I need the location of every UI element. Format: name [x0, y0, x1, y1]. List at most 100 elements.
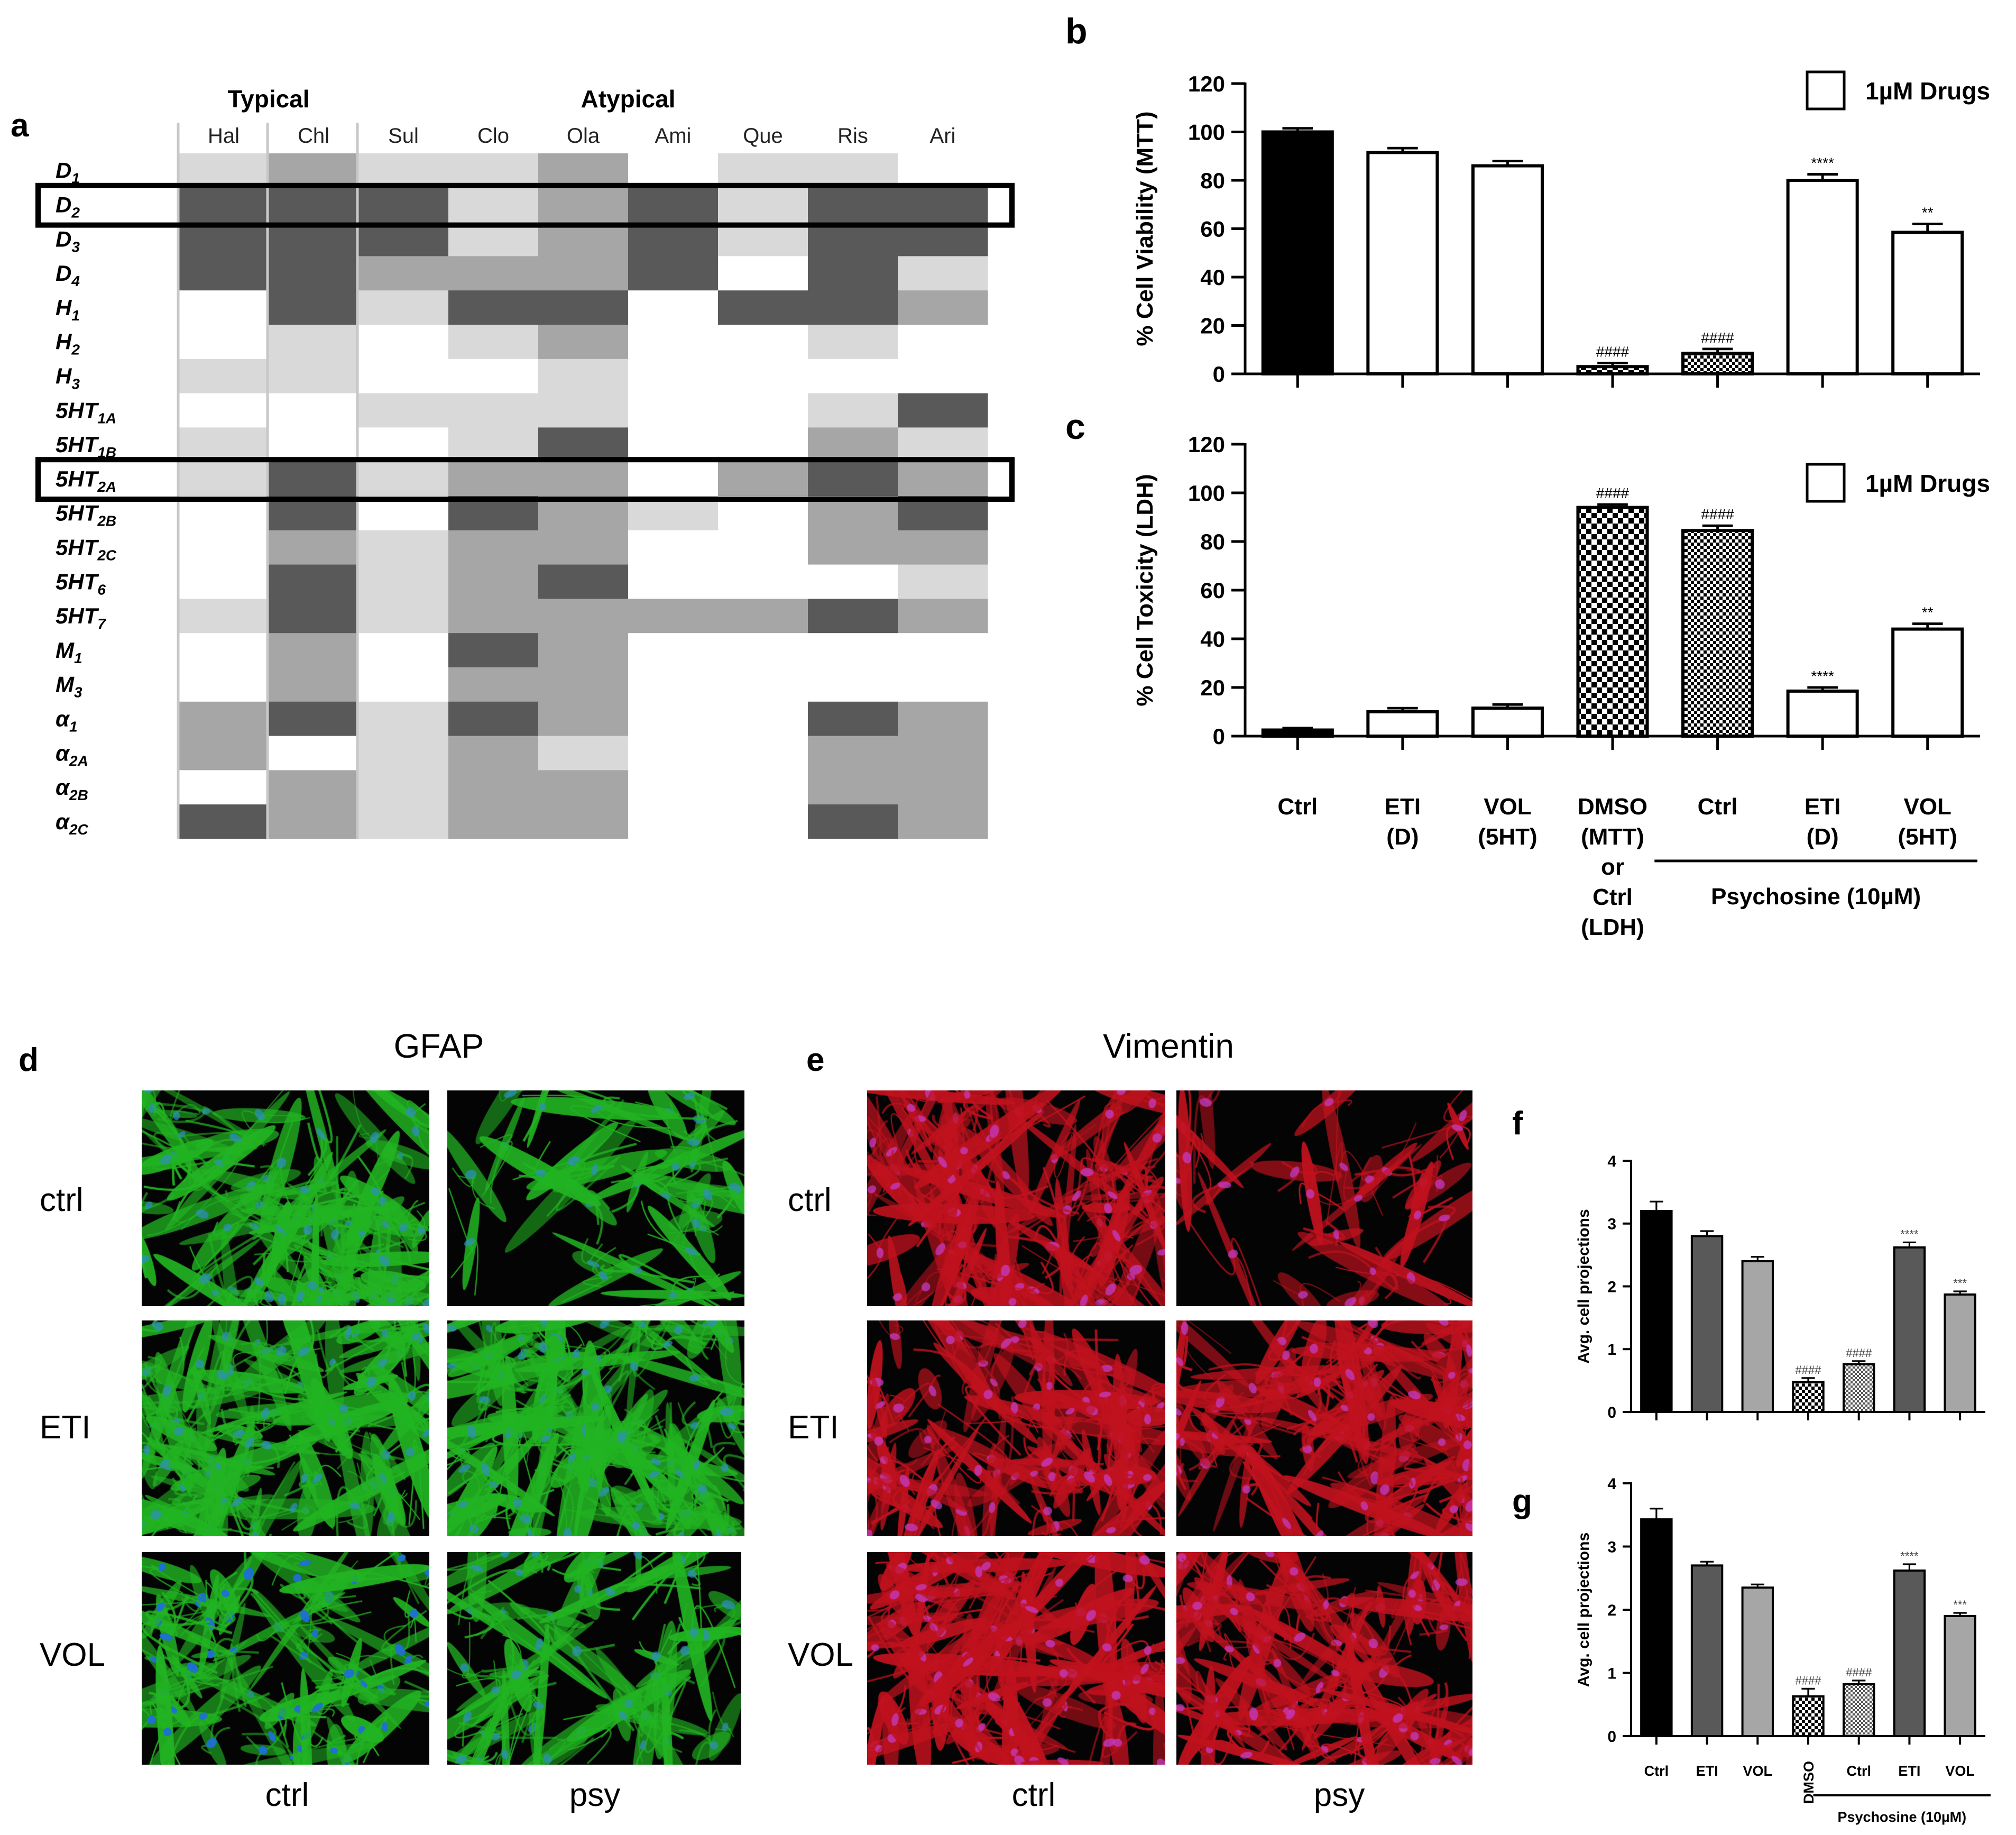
- heatmap-cell: [718, 770, 808, 805]
- heatmap-cell: [898, 325, 988, 360]
- vimentin-image-vol-psy: [1176, 1552, 1472, 1765]
- gfap-col-label-ctrl: ctrl: [265, 1777, 309, 1813]
- heatmap-cell: [179, 462, 269, 497]
- row-label: D4: [56, 261, 80, 289]
- heatmap-cell: [538, 736, 629, 770]
- bar-6: [1893, 1246, 1926, 1413]
- heatmap-cell: [808, 393, 898, 428]
- heatmap-cell: [448, 427, 539, 462]
- gfap-image-ctrl-ctrl: [142, 1090, 429, 1306]
- x-category-label: (5HT): [1898, 824, 1957, 850]
- x-category-label: (5HT): [1478, 824, 1537, 850]
- vimentin-image-ctrl-ctrl: [867, 1090, 1165, 1306]
- heatmap-cell: [448, 633, 539, 668]
- heatmap-cell: [628, 256, 719, 291]
- y-tick-label: 100: [1188, 120, 1225, 145]
- significance-label: ***: [1953, 1598, 1967, 1611]
- x-category-label: DMSO: [1578, 794, 1647, 820]
- heatmap-cell: [358, 564, 449, 599]
- row-label: 5HT2B: [56, 501, 116, 529]
- y-tick-label: 1: [1607, 1665, 1616, 1682]
- heatmap-cell: [269, 325, 359, 360]
- y-tick-label: 0: [1607, 1404, 1616, 1421]
- row-label: M1: [56, 638, 82, 666]
- y-tick-label: 120: [1188, 71, 1225, 96]
- significance-label: **: [1922, 204, 1934, 221]
- significance-label: ****: [1811, 668, 1834, 684]
- heatmap-cell: [718, 187, 808, 223]
- x-category-label: VOL: [1484, 794, 1531, 820]
- heatmap-cell: [538, 804, 629, 839]
- panel-label-d: d: [19, 1042, 39, 1078]
- row-label: 5HT2C: [56, 535, 117, 563]
- heatmap-cell: [898, 187, 988, 223]
- bar-2: [1690, 1235, 1724, 1413]
- bar-1: [1261, 728, 1334, 738]
- heatmap-cell: [808, 153, 898, 188]
- heatmap-cell: [179, 564, 269, 599]
- group-header-atypical: Atypical: [581, 85, 676, 113]
- heatmap-cell: [718, 427, 808, 462]
- heatmap-cell: [269, 667, 359, 702]
- gfap-image-vol-ctrl: [142, 1552, 429, 1765]
- heatmap-cell: [358, 359, 449, 394]
- heatmap-cell: [538, 187, 629, 223]
- heatmap-cell: [898, 530, 988, 565]
- gfap-row-label-eti: ETI: [40, 1409, 90, 1446]
- heatmap-cell: [718, 256, 808, 291]
- heatmap-cell: [808, 462, 898, 497]
- heatmap-cell: [269, 701, 359, 737]
- heatmap-cell: [358, 633, 449, 668]
- legend-label: 1µM Drugs: [1865, 77, 1990, 105]
- heatmap-cell: [179, 701, 269, 737]
- heatmap-cell: [179, 427, 269, 462]
- y-tick-label: 60: [1200, 578, 1225, 603]
- bar-2: [1366, 151, 1439, 375]
- heatmap-cell: [718, 736, 808, 770]
- heatmap-cell: [898, 804, 988, 839]
- y-tick-label: 2: [1607, 1602, 1616, 1619]
- y-tick-label: 40: [1200, 265, 1225, 290]
- x-category-label: VOL: [1743, 1763, 1773, 1779]
- heatmap-cell: [538, 325, 629, 360]
- vimentin-image-eti-ctrl: [867, 1320, 1165, 1536]
- heatmap-cell: [538, 359, 629, 394]
- bar-3: [1471, 164, 1544, 375]
- heatmap-cell: [718, 564, 808, 599]
- group-label: Psychosine (10µM): [1837, 1809, 1966, 1825]
- heatmap-cell: [808, 804, 898, 839]
- heatmap-cell: [808, 187, 898, 223]
- heatmap-cell: [808, 667, 898, 702]
- heatmap-cell: [358, 667, 449, 702]
- heatmap-cell: [269, 633, 359, 668]
- heatmap-cell: [718, 462, 808, 497]
- bar-5: [1843, 1683, 1875, 1738]
- vimentin-title: Vimentin: [1103, 1027, 1234, 1065]
- column-label-clo: Clo: [477, 124, 509, 148]
- heatmap-cell: [538, 393, 629, 428]
- y-tick-label: 20: [1200, 675, 1225, 700]
- heatmap-cell: [628, 290, 719, 325]
- significance-label: ****: [1811, 155, 1834, 171]
- bar-7: [1891, 231, 1964, 375]
- heatmap-cell: [898, 290, 988, 325]
- column-label-chl: Chl: [298, 124, 329, 148]
- heatmap-cell: [628, 564, 719, 599]
- bar-4: [1576, 365, 1649, 376]
- heatmap-cell: [179, 530, 269, 565]
- heatmap-cell: [898, 667, 988, 702]
- y-tick-label: 4: [1607, 1153, 1616, 1170]
- heatmap-cell: [269, 770, 359, 805]
- heatmap-cell: [808, 256, 898, 291]
- y-tick-label: 2: [1607, 1278, 1616, 1296]
- x-category-label: (LDH): [1581, 914, 1644, 940]
- row-label: H2: [56, 329, 80, 358]
- heatmap-cell: [808, 599, 898, 634]
- heatmap-cell: [898, 633, 988, 668]
- heatmap-cell: [808, 530, 898, 565]
- heatmap-cell: [358, 427, 449, 462]
- y-tick-label: 3: [1607, 1216, 1616, 1233]
- significance-label: ***: [1953, 1277, 1967, 1290]
- heatmap-cell: [628, 667, 719, 702]
- heatmap-cell: [358, 153, 449, 188]
